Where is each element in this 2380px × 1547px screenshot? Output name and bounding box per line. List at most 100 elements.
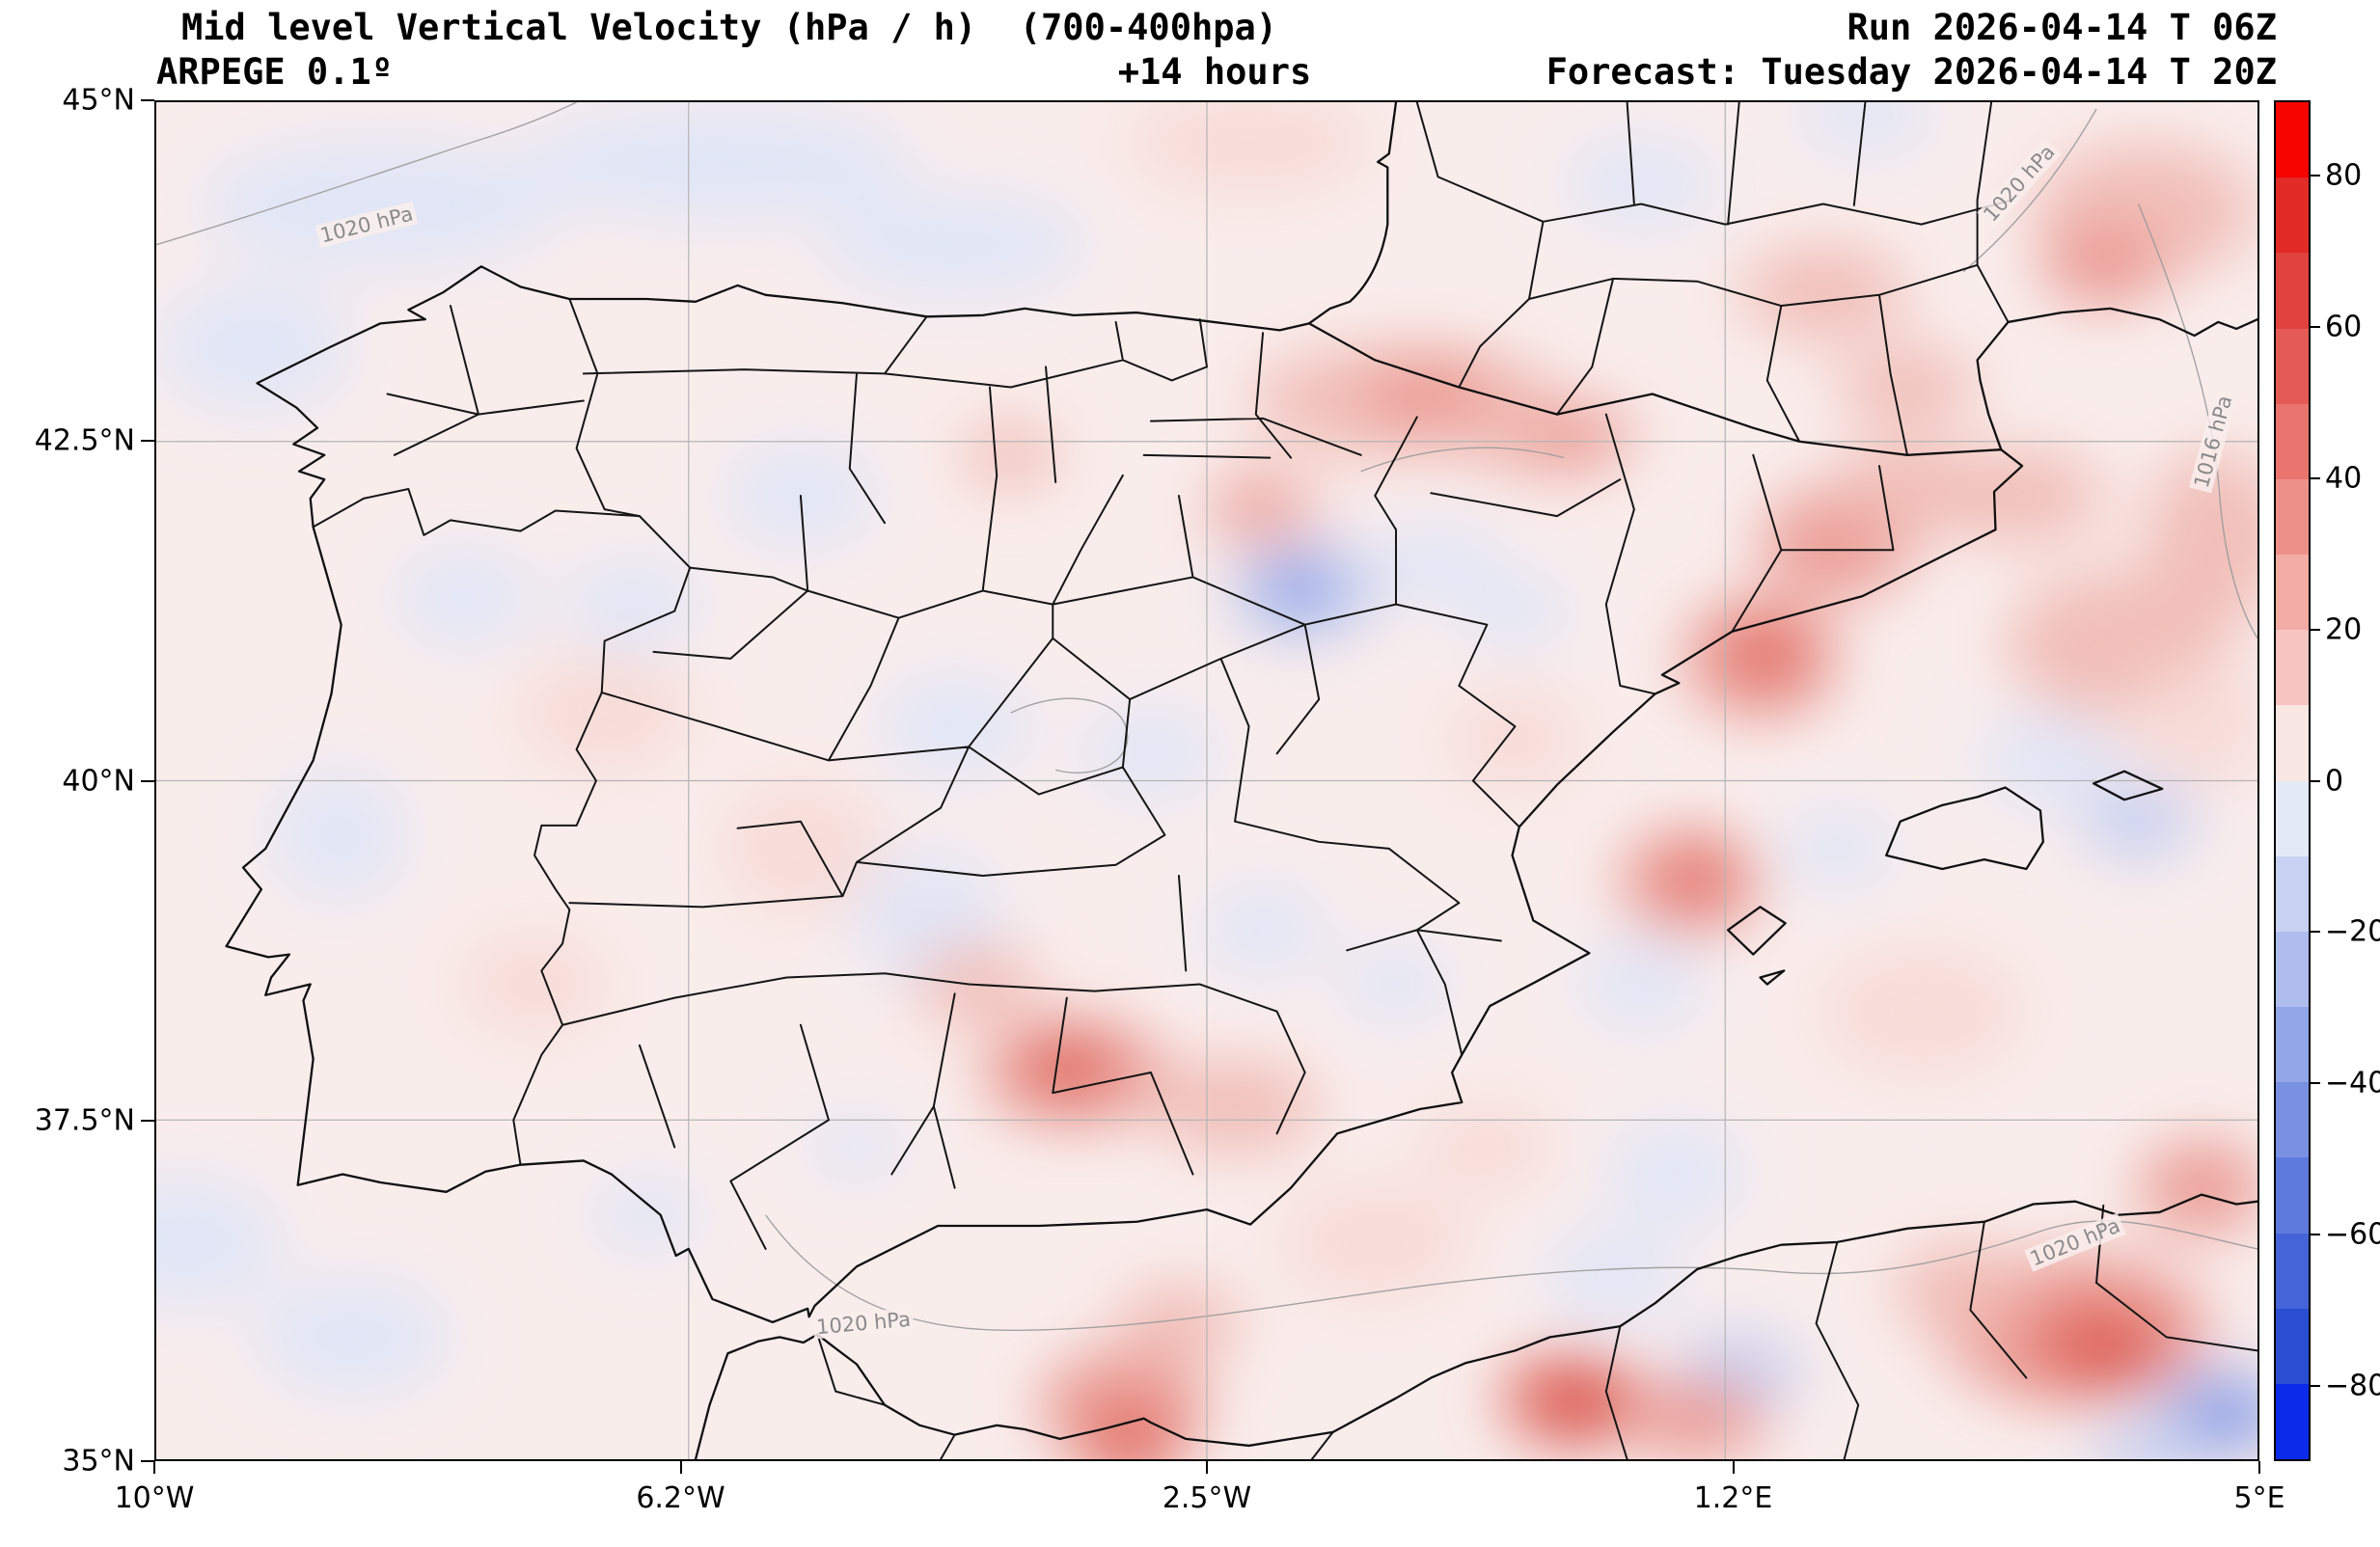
isobar-label: 1016 hPa (2188, 390, 2237, 494)
colorbar (2274, 100, 2311, 1461)
isobar-label: 1020 hPa (812, 1307, 916, 1340)
colorbar-tick-labels: 80 60 40 20 0 −20 −40 −60 −80 (2325, 100, 2380, 1461)
velocity-blob (1725, 617, 1810, 687)
velocity-blob (2131, 665, 2257, 788)
velocity-blob (1935, 448, 2104, 544)
isobar-lines (156, 102, 2257, 1330)
velocity-blob (1260, 560, 1336, 615)
lat-tick (141, 1460, 154, 1462)
lat-tick (141, 439, 154, 442)
velocity-blob (1115, 1283, 1243, 1365)
lat-tick (141, 779, 154, 782)
velocity-blob (1794, 102, 1936, 157)
lat-tick-label: 35°N (62, 1444, 135, 1479)
velocity-blob (961, 421, 1060, 489)
velocity-blob (513, 651, 697, 774)
velocity-blob (821, 190, 1088, 300)
velocity-blob (457, 930, 612, 1039)
lon-tick-label: 2.5°W (1162, 1481, 1252, 1515)
velocity-blob (1738, 244, 1907, 340)
velocity-blob (394, 546, 535, 650)
colorbar-tick-label: 0 (2325, 764, 2344, 798)
velocity-blob (1661, 848, 1733, 904)
colorbar-tick-label: 60 (2325, 310, 2363, 344)
velocity-blob (1837, 346, 1978, 428)
colorbar-tick (2311, 1082, 2320, 1085)
lon-tick (1732, 1461, 1735, 1474)
lat-tick-label: 40°N (62, 764, 135, 798)
velocity-blob (1081, 706, 1221, 801)
colorbar-segment (2276, 403, 2309, 479)
velocity-blob (2138, 1140, 2257, 1235)
grid-lines (156, 102, 2257, 1459)
lon-tick (2258, 1461, 2260, 1474)
colorbar-segment (2276, 253, 2309, 329)
velocity-field-layer (156, 102, 2257, 1459)
velocity-blob (2089, 1418, 2202, 1459)
velocity-blob (877, 671, 1032, 781)
colorbar-segment (2276, 328, 2309, 404)
velocity-blob (1122, 102, 1376, 198)
velocity-blob (1627, 1377, 1767, 1459)
coastlines (227, 102, 2257, 1459)
longitude-axis: 10°W 6.2°W 2.5°W 1.2°E 5°E (115, 1478, 2285, 1524)
velocity-blob (562, 556, 703, 652)
colorbar-segment (2276, 555, 2309, 631)
colorbar-tick (2311, 476, 2320, 479)
colorbar-tick-label: −80 (2325, 1369, 2380, 1403)
velocity-blob (1893, 1241, 2034, 1338)
colorbar-segment (2276, 855, 2309, 932)
colorbar-tick-label: 20 (2325, 612, 2363, 647)
isobar-label: 1020 hPa (315, 201, 419, 248)
balearic-islands-coastline (1728, 772, 2162, 985)
velocity-blob (1199, 882, 1327, 978)
colorbar-tick (2311, 1233, 2320, 1235)
velocity-blob (807, 1113, 906, 1181)
velocity-blob (1543, 1228, 1683, 1324)
map-svg (156, 102, 2257, 1459)
africa-borders (817, 1206, 2257, 1459)
velocity-blob (1564, 136, 1718, 231)
velocity-blob (1459, 573, 1572, 650)
velocity-blob (716, 780, 886, 917)
colorbar-segment (2276, 705, 2309, 781)
lon-tick-label: 6.2°W (636, 1481, 725, 1515)
lon-tick (679, 1461, 682, 1474)
colorbar-ticks (2311, 100, 2320, 1461)
velocity-blob (1076, 1407, 1184, 1459)
france-mediterranean-coastline (1978, 309, 2257, 449)
colorbar-segment (2276, 1082, 2309, 1158)
velocity-blob (1150, 1058, 1320, 1154)
colorbar-segment (2276, 931, 2309, 1008)
velocity-blob (268, 767, 409, 904)
colorbar-segment (2276, 1157, 2309, 1234)
colorbar-segment (2276, 1007, 2309, 1083)
velocity-blob (1778, 807, 1897, 890)
colorbar-segment (2276, 1308, 2309, 1384)
colorbar-segment (2276, 102, 2309, 178)
lat-tick-label: 45°N (62, 83, 135, 118)
velocity-blob (1816, 943, 2027, 1080)
colorbar-segment (2276, 1383, 2309, 1460)
velocity-blob (254, 1276, 451, 1398)
france-department-borders (1417, 102, 2012, 455)
lon-tick-label: 10°W (114, 1481, 195, 1515)
lat-tick-label: 37.5°N (34, 1103, 135, 1138)
colorbar-tick (2311, 1384, 2320, 1387)
isobar-labels-layer: 1020 hPa 1020 hPa 1016 hPa 1020 hPa 1020 hPa (156, 102, 2257, 1459)
velocity-blob (2194, 1397, 2257, 1446)
isobar-label: 1020 hPa (2024, 1212, 2126, 1272)
colorbar-tick (2311, 326, 2320, 329)
lon-tick-label: 5°E (2233, 1481, 2285, 1515)
velocity-blob (2039, 224, 2167, 307)
spain-province-borders (388, 299, 1894, 1249)
colorbar-tick-label: 40 (2325, 461, 2363, 496)
velocity-blob (1339, 943, 1453, 1025)
lead-time-label: +14 hours (1117, 51, 1312, 93)
velocity-blob (2145, 448, 2257, 625)
colorbar-tick-label: −20 (2325, 914, 2380, 949)
forecast-label: Forecast: Tuesday 2026-04-14 T 20Z (1546, 51, 2277, 93)
colorbar-tick-label: −60 (2325, 1217, 2380, 1252)
lon-tick-label: 1.2°E (1693, 1481, 1773, 1515)
